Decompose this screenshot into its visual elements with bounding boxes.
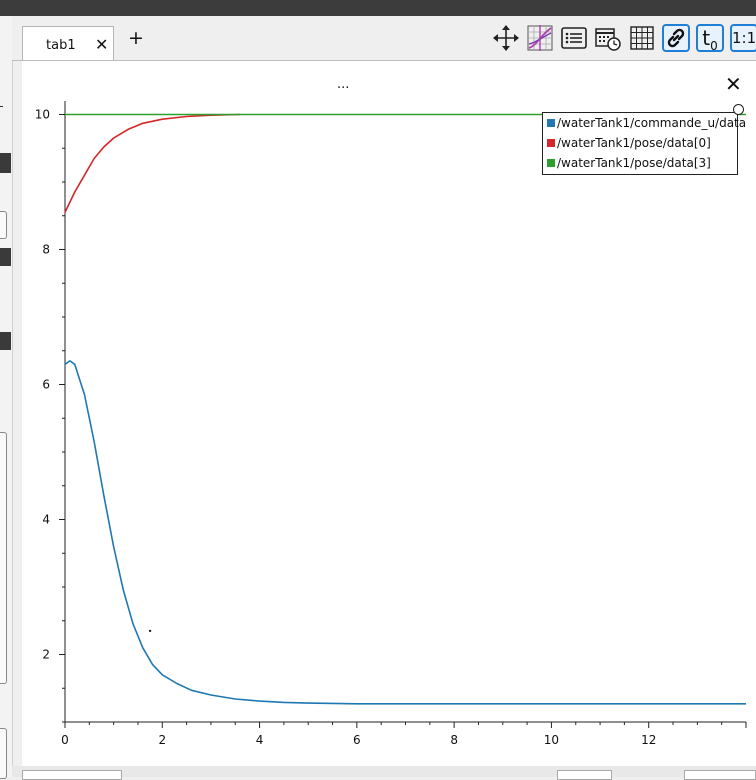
y-tick-label: 4: [42, 513, 50, 527]
plot-area[interactable]: ... ✕ 0 2 4 6 8 10 12 2 4 6 8 10 /waterTank1/comman…: [22, 61, 756, 766]
x-tick-label: 12: [641, 733, 656, 747]
time-offset-icon[interactable]: t0: [696, 24, 724, 53]
add-tab-icon[interactable]: +: [128, 27, 144, 49]
legend-label: /waterTank1/commande_u/data: [557, 116, 747, 130]
chart-legend[interactable]: /waterTank1/commande_u/data /waterTank1/…: [542, 112, 746, 175]
y-tick-label: 10: [35, 108, 50, 122]
panel-header: [0, 248, 11, 266]
tab-label: tab1: [46, 38, 76, 53]
panel-spinbox[interactable]: [0, 211, 7, 239]
legend-swatch: [547, 119, 555, 127]
panel-list-box[interactable]: [0, 432, 7, 684]
tab-close-icon[interactable]: ✕: [95, 35, 109, 54]
panel-header: [0, 153, 11, 173]
y-tick-label: 6: [42, 378, 50, 392]
link-icon[interactable]: [662, 24, 690, 52]
panel-header: [0, 332, 11, 350]
legend-swatch: [547, 159, 555, 167]
curve-fit-icon[interactable]: [526, 24, 554, 52]
zoom-1to1-label: 1:1: [732, 29, 756, 47]
legend-label: /waterTank1/pose/data[3]: [557, 156, 711, 170]
bottom-spinbox[interactable]: [557, 770, 612, 780]
legend-item-pose-3: /waterTank1/pose/data[3]: [547, 156, 711, 170]
list-icon[interactable]: [560, 24, 588, 52]
tab-tab1[interactable]: tab1 ✕: [22, 26, 114, 60]
legend-swatch: [547, 139, 555, 147]
legend-item-commande-u: /waterTank1/commande_u/data: [547, 116, 746, 130]
time-offset-subscript: 0: [710, 39, 718, 53]
bottom-bar: [12, 766, 756, 780]
chart-canvas[interactable]: 0 2 4 6 8 10 12 2 4 6 8 10: [22, 61, 756, 766]
x-tick-label: 2: [158, 733, 166, 747]
x-tick-label: 4: [256, 733, 264, 747]
left-panel-edge: [0, 16, 13, 779]
calendar-clock-icon[interactable]: [594, 24, 622, 52]
y-tick-label: 8: [42, 243, 50, 257]
tab-bar: tab1 ✕ +: [12, 16, 756, 61]
bottom-spinbox[interactable]: [684, 770, 756, 780]
x-tick-label: 0: [61, 733, 69, 747]
window-titlebar: [0, 0, 756, 16]
time-offset-label: t: [702, 26, 711, 50]
zoom-1to1-icon[interactable]: 1:1: [730, 24, 756, 52]
legend-label: /waterTank1/pose/data[0]: [557, 136, 711, 150]
plot-title: ...: [337, 77, 350, 92]
y-tick-label: 2: [42, 648, 50, 662]
legend-item-pose-0: /waterTank1/pose/data[0]: [547, 136, 711, 150]
move-arrows-icon[interactable]: [492, 24, 520, 52]
x-tick-label: 10: [544, 733, 559, 747]
plot-close-icon[interactable]: ✕: [725, 72, 742, 96]
panel-mark: [0, 106, 3, 107]
data-marker: [149, 629, 152, 632]
panel-list-box[interactable]: [0, 728, 7, 779]
bottom-control[interactable]: [22, 770, 122, 780]
series-line-1: [64, 113, 241, 213]
grid-icon[interactable]: [628, 24, 656, 52]
x-tick-label: 8: [450, 733, 458, 747]
legend-resize-handle[interactable]: [733, 104, 744, 115]
series-line-0: [64, 360, 746, 705]
x-tick-label: 6: [353, 733, 361, 747]
